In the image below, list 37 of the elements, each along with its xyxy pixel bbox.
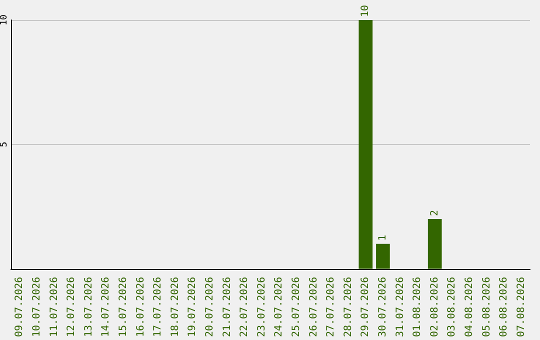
bar	[376, 244, 390, 269]
x-tick-label: 10.07.2026	[31, 276, 42, 338]
bar	[428, 219, 442, 269]
x-tick-label: 09.07.2026	[14, 276, 26, 338]
data-label: 10	[360, 4, 372, 17]
x-tick-label: 16.07.2026	[135, 276, 146, 338]
x-tick-label: 13.07.2026	[83, 276, 94, 338]
x-tick-label: 03.08.2026	[446, 276, 458, 338]
x-tick-label: 20.07.2026	[204, 276, 216, 338]
x-tick-label: 17.07.2026	[152, 276, 164, 338]
data-label: 2	[429, 210, 440, 216]
x-tick-label: 18.07.2026	[170, 276, 181, 338]
x-tick-label: 28.07.2026	[342, 276, 354, 338]
x-tick-label: 19.07.2026	[187, 276, 198, 338]
x-tick-label: 11.07.2026	[48, 276, 60, 338]
x-tick-label: 02.08.2026	[429, 276, 440, 338]
x-tick-label: 06.08.2026	[498, 276, 510, 338]
x-tick-label: 23.07.2026	[256, 276, 268, 338]
x-tick-label: 15.07.2026	[118, 276, 129, 338]
x-tick-label: 22.07.2026	[239, 276, 250, 338]
x-tick-label: 01.08.2026	[412, 276, 424, 338]
x-tick-label: 07.08.2026	[516, 276, 527, 338]
x-tick-label: 29.07.2026	[360, 276, 372, 338]
y-tick-label: 5	[0, 142, 10, 148]
x-tick-label: 31.07.2026	[394, 276, 406, 338]
x-tick-label: 27.07.2026	[326, 276, 337, 338]
x-tick-label: 26.07.2026	[308, 276, 320, 338]
bar	[358, 20, 373, 269]
x-tick-label: 30.07.2026	[377, 276, 388, 338]
x-tick-label: 12.07.2026	[66, 276, 78, 338]
x-tick-label: 25.07.2026	[290, 276, 302, 338]
data-label: 1	[377, 234, 388, 241]
x-tick-label: 21.07.2026	[222, 276, 233, 338]
x-tick-label: 14.07.2026	[100, 276, 112, 338]
x-tick-label: 05.08.2026	[481, 276, 492, 338]
x-tick-label: 04.08.2026	[464, 276, 475, 338]
x-tick-label: 24.07.2026	[274, 276, 285, 338]
